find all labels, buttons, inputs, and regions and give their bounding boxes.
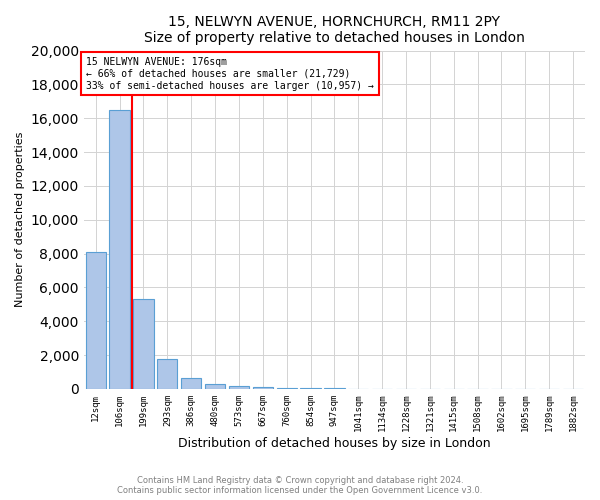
Text: 15 NELWYN AVENUE: 176sqm
← 66% of detached houses are smaller (21,729)
33% of se: 15 NELWYN AVENUE: 176sqm ← 66% of detach… [86, 58, 374, 90]
Bar [253, 388, 273, 389]
Bar [109, 110, 130, 389]
Bar [133, 300, 154, 389]
Bar [205, 384, 225, 389]
Y-axis label: Number of detached properties: Number of detached properties [15, 132, 25, 308]
Title: 15, NELWYN AVENUE, HORNCHURCH, RM11 2PY
Size of property relative to detached ho: 15, NELWYN AVENUE, HORNCHURCH, RM11 2PY … [144, 15, 525, 45]
Bar [229, 386, 249, 389]
Bar [157, 360, 178, 389]
Text: Contains HM Land Registry data © Crown copyright and database right 2024.
Contai: Contains HM Land Registry data © Crown c… [118, 476, 482, 495]
Bar [324, 388, 344, 389]
Bar [301, 388, 320, 389]
X-axis label: Distribution of detached houses by size in London: Distribution of detached houses by size … [178, 437, 491, 450]
Bar [86, 252, 106, 389]
Bar [181, 378, 202, 389]
Bar [277, 388, 297, 389]
